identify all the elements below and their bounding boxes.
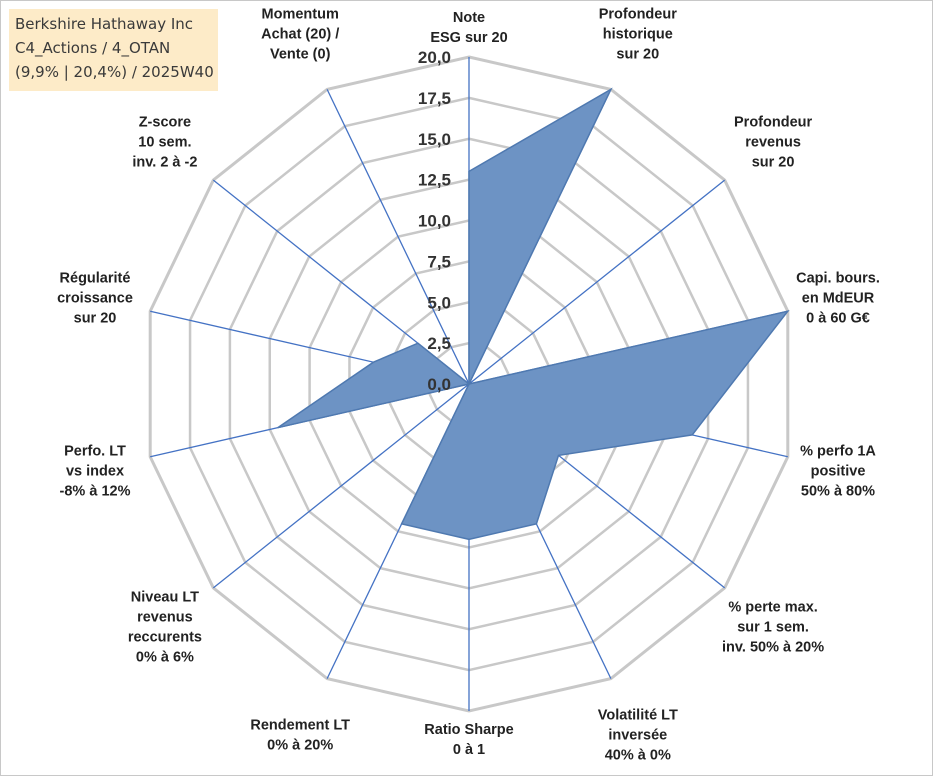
axis-label-3-line-3: sur 20 <box>752 155 795 171</box>
axis-label-1-line-2: ESG sur 20 <box>430 30 507 46</box>
axis-label-5-line-3: 50% à 80% <box>801 484 875 500</box>
axis-label-5: % perfo 1A positive 50% à 80% <box>800 444 876 500</box>
axis-label-10-line-4: 0% à 6% <box>136 650 194 666</box>
axis-label-12-line-3: sur 20 <box>74 310 117 326</box>
tick-label-2: 5,0 <box>427 293 451 312</box>
axis-label-13-line-3: inv. 2 à -2 <box>132 155 197 171</box>
axis-label-4-line-2: en MdEUR <box>802 290 875 306</box>
radar-tick-labels: 0,0 2,5 5,0 7,5 10,0 12,5 15,0 17,5 20,0 <box>418 48 451 394</box>
axis-label-10-line-2: revenus <box>137 610 193 626</box>
axis-label-11: Perfo. LT vs index -8% à 12% <box>60 444 131 500</box>
axis-line-14 <box>326 89 470 385</box>
axis-label-9-line-1: Rendement LT <box>250 718 350 734</box>
axis-label-9: Rendement LT 0% à 20% <box>250 718 350 754</box>
axis-label-2-line-2: historique <box>603 27 673 43</box>
tick-label-8: 20,0 <box>418 48 451 67</box>
axis-label-13-line-2: 10 sem. <box>138 135 191 151</box>
axis-label-2-line-3: sur 20 <box>616 47 659 63</box>
axis-label-14: Momentum Achat (20) / Vente (0) <box>261 7 339 63</box>
tick-label-7: 17,5 <box>418 89 451 108</box>
tick-label-6: 15,0 <box>418 130 451 149</box>
tick-label-5: 12,5 <box>418 171 451 190</box>
axis-label-5-line-2: positive <box>811 464 866 480</box>
axis-label-6-line-1: % perte max. <box>728 600 817 616</box>
axis-label-5-line-1: % perfo 1A <box>800 444 876 460</box>
axis-label-12-line-2: croissance <box>57 290 133 306</box>
title-line-company: Berkshire Hathaway Inc <box>15 15 194 33</box>
axis-label-8-line-1: Ratio Sharpe <box>424 722 513 738</box>
axis-label-14-line-1: Momentum <box>262 7 339 23</box>
axis-label-11-line-1: Perfo. LT <box>64 444 126 460</box>
tick-label-4: 10,0 <box>418 212 451 231</box>
axis-label-14-line-2: Achat (20) / <box>261 27 339 43</box>
title-line-period: (9,9% | 20,4%) / 2025W40 <box>15 63 214 81</box>
axis-label-7: Volatilité LT inversée 40% à 0% <box>598 708 678 764</box>
axis-label-13: Z-score 10 sem. inv. 2 à -2 <box>132 115 197 171</box>
tick-label-0: 0,0 <box>427 375 451 394</box>
tick-label-1: 2,5 <box>427 334 451 353</box>
axis-label-13-line-1: Z-score <box>139 115 191 131</box>
axis-label-2-line-1: Profondeur <box>599 7 677 23</box>
axis-line-10 <box>212 383 470 589</box>
chart-title-box: Berkshire Hathaway Inc C4_Actions / 4_OT… <box>9 9 218 91</box>
axis-label-8: Ratio Sharpe 0 à 1 <box>424 722 513 758</box>
radar-axis-labels: Note ESG sur 20 Profondeur historique sur 20… <box>57 7 880 764</box>
axis-label-14-line-3: Vente (0) <box>270 47 331 63</box>
axis-label-10-line-3: reccurents <box>128 630 202 646</box>
axis-label-1-line-1: Note <box>453 10 485 26</box>
axis-line-3 <box>468 179 726 385</box>
title-line-category: C4_Actions / 4_OTAN <box>15 39 171 57</box>
axis-label-10: Niveau LT revenus reccurents 0% à 6% <box>128 590 202 666</box>
axis-label-3-line-1: Profondeur <box>734 115 812 131</box>
axis-label-7-line-3: 40% à 0% <box>605 748 671 764</box>
axis-label-2: Profondeur historique sur 20 <box>599 7 677 63</box>
axis-label-6: % perte max. sur 1 sem. inv. 50% à 20% <box>722 600 824 656</box>
axis-label-6-line-3: inv. 50% à 20% <box>722 640 824 656</box>
axis-label-4: Capi. bours. en MdEUR 0 à 60 G€ <box>796 270 880 326</box>
axis-label-6-line-2: sur 1 sem. <box>737 620 809 636</box>
axis-label-1: Note ESG sur 20 <box>430 10 507 46</box>
axis-label-8-line-2: 0 à 1 <box>453 742 485 758</box>
axis-label-4-line-1: Capi. bours. <box>796 270 880 286</box>
tick-label-3: 7,5 <box>427 252 451 271</box>
axis-label-7-line-2: inversée <box>608 728 667 744</box>
axis-label-11-line-3: -8% à 12% <box>60 484 131 500</box>
series-area <box>277 87 790 541</box>
radar-series <box>277 87 790 541</box>
axis-label-3-line-2: revenus <box>745 135 801 151</box>
axis-label-7-line-1: Volatilité LT <box>598 708 678 724</box>
axis-label-10-line-1: Niveau LT <box>131 590 199 606</box>
axis-label-9-line-2: 0% à 20% <box>267 738 333 754</box>
axis-label-12: Régularité croissance sur 20 <box>57 270 133 326</box>
axis-label-12-line-1: Régularité <box>60 270 131 286</box>
axis-label-4-line-3: 0 à 60 G€ <box>806 310 870 326</box>
axis-label-3: Profondeur revenus sur 20 <box>734 115 812 171</box>
axis-label-11-line-2: vs index <box>66 464 124 480</box>
